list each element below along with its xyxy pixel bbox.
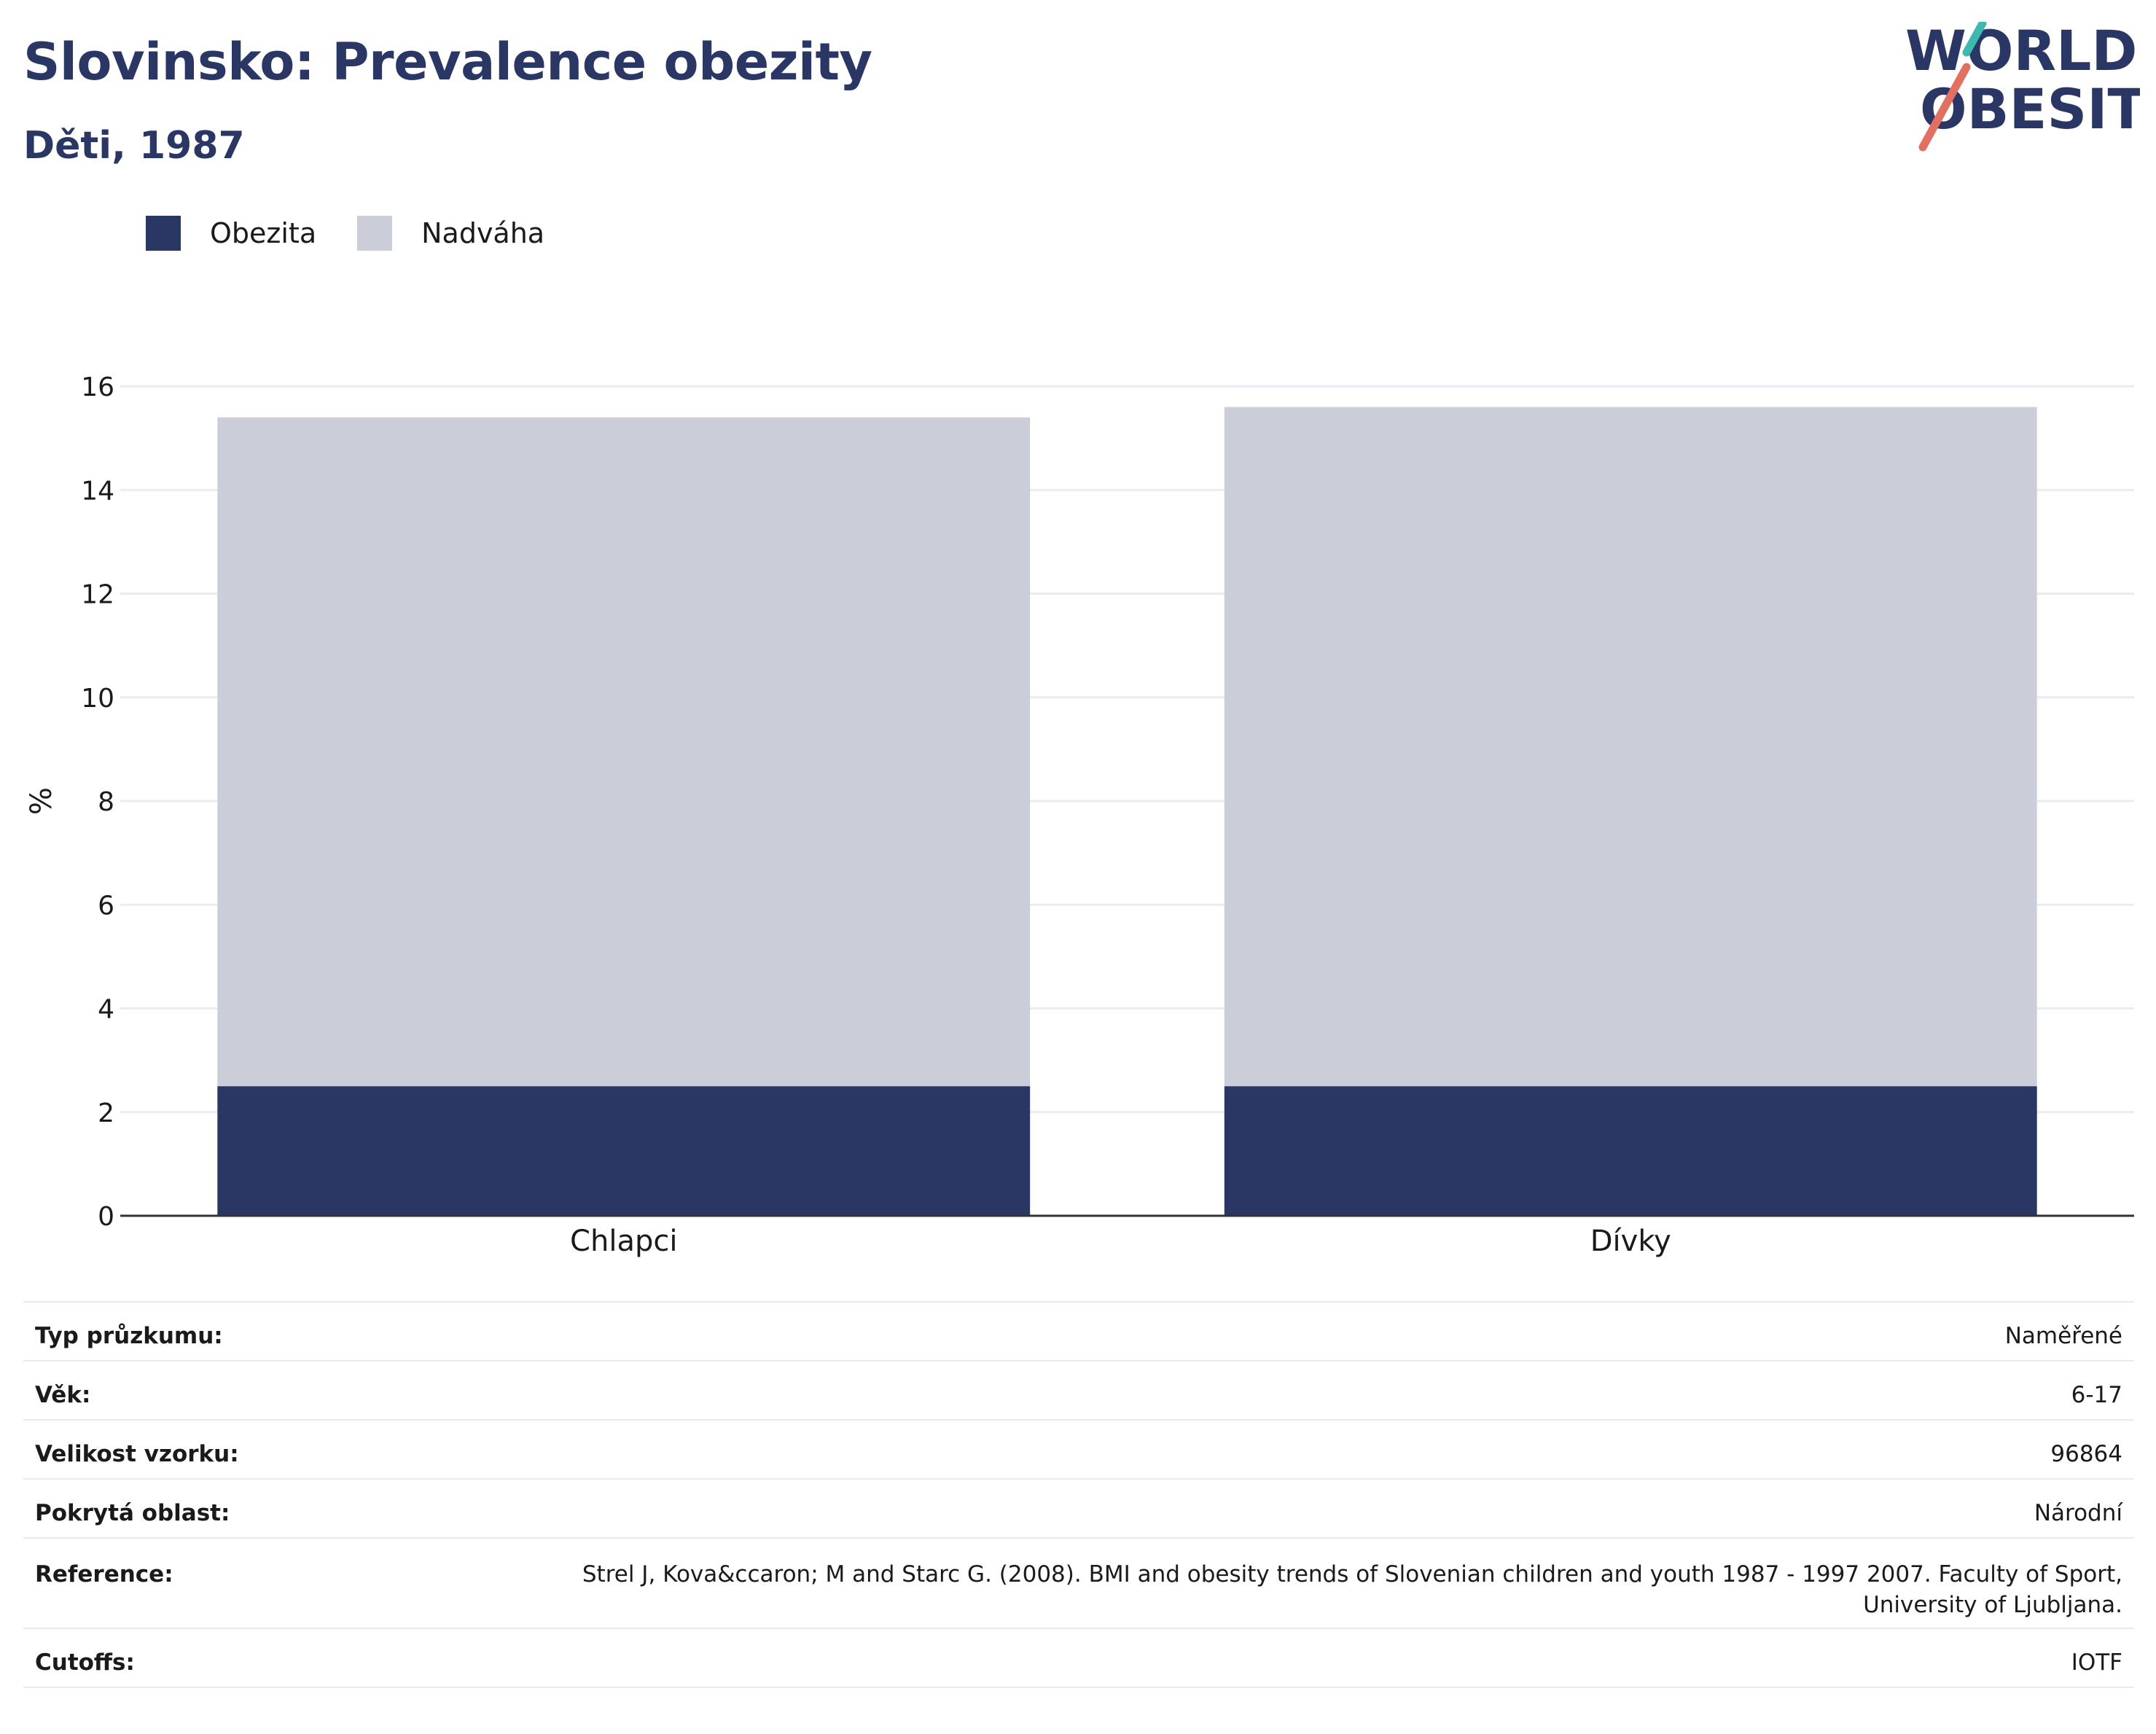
info-label: Typ průzkumu:: [23, 1301, 534, 1361]
info-value: 96864: [534, 1419, 2134, 1479]
x-tick-label: Chlapci: [570, 1225, 677, 1258]
y-tick-label: 10: [81, 684, 114, 714]
y-tick-label: 8: [98, 787, 114, 817]
y-tick-label: 6: [98, 891, 114, 921]
legend-swatch-nadvaha: [357, 216, 393, 251]
bar-nadváha-dívky[interactable]: [1224, 407, 2037, 1087]
y-tick-label: 14: [81, 476, 114, 506]
x-tick-label: Dívky: [1590, 1225, 1671, 1258]
legend-swatch-obezita: [146, 216, 181, 251]
info-label: Cutoffs:: [23, 1628, 534, 1688]
logo-teal-slash: [1962, 22, 1987, 57]
legend-label-obezita: Obezita: [210, 217, 317, 249]
y-tick-label: 0: [98, 1202, 114, 1232]
info-label: Velikost vzorku:: [23, 1419, 534, 1479]
y-tick-label: 12: [81, 580, 114, 610]
y-tick-label: 16: [81, 372, 114, 402]
info-value: Národní: [534, 1478, 2134, 1538]
info-value: Strel J, Kova&ccaron; M and Starc G. (20…: [534, 1537, 2134, 1628]
y-tick-label: 4: [98, 995, 114, 1025]
info-row: Typ průzkumu: Naměřené: [23, 1301, 2134, 1361]
legend-label-nadvaha: Nadváha: [421, 217, 545, 249]
bar-nadváha-chlapci[interactable]: [217, 417, 1031, 1087]
logo-coral-slash: [1918, 63, 1971, 152]
info-row: Reference: Strel J, Kova&ccaron; M and St…: [23, 1537, 2134, 1628]
info-row: Pokrytá oblast: Národní: [23, 1478, 2134, 1538]
legend-item-obezita[interactable]: Obezita: [146, 216, 316, 251]
stacked-bar-chart: 0 2 4 6 8 10 12 14 16% Chlapci Dívky: [25, 372, 2134, 1258]
info-label: Pokrytá oblast:: [23, 1478, 534, 1538]
info-row: Věk: 6-17: [23, 1360, 2134, 1420]
info-label: Věk:: [23, 1360, 534, 1420]
info-value: IOTF: [534, 1628, 2134, 1688]
legend-item-nadvaha[interactable]: Nadváha: [357, 216, 544, 251]
bar-obezita-chlapci[interactable]: [217, 1086, 1031, 1216]
survey-info-table: Typ průzkumu: Naměřené Věk: 6-17 Velikost vz…: [23, 1301, 2134, 1688]
world-obesity-logo: WORLD OBESITY: [1905, 22, 2140, 152]
chart-subtitle: Děti, 1987: [23, 124, 245, 168]
logo-word-world: WORLD: [1905, 22, 2137, 83]
chart-title: Slovinsko: Prevalence obezity: [23, 32, 872, 92]
y-axis-title: %: [25, 787, 58, 815]
info-value: 6-17: [534, 1360, 2134, 1420]
info-row: Velikost vzorku: 96864: [23, 1419, 2134, 1479]
y-tick-label: 2: [98, 1098, 114, 1128]
info-value: Naměřené: [534, 1301, 2134, 1361]
chart-legend: Obezita Nadváha: [146, 216, 585, 251]
info-row: Cutoffs: IOTF: [23, 1628, 2134, 1688]
info-label: Reference:: [23, 1537, 534, 1628]
bar-obezita-dívky[interactable]: [1224, 1086, 2037, 1216]
